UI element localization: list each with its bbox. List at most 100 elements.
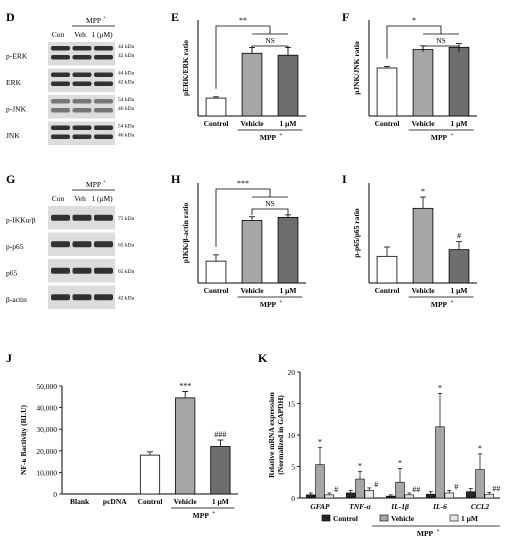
significance-label: NS: [265, 199, 275, 208]
blot-kda-label: 42 kDa: [118, 295, 135, 301]
bar: [241, 220, 263, 284]
y-tick-label: 0: [291, 494, 295, 503]
x-tick-label: 1 μM: [451, 286, 468, 295]
bar: [404, 494, 414, 499]
blot-band: [51, 125, 70, 130]
significance-mark: *: [421, 187, 425, 196]
blot-lane-label: Veh: [74, 30, 86, 39]
significance-bracket: [251, 208, 289, 215]
blot-band: [94, 81, 113, 86]
blot-band: [51, 72, 70, 77]
group-label-sup: +: [450, 299, 453, 305]
x-tick-label: Vehicle: [240, 119, 264, 128]
blot-band: [51, 267, 70, 274]
y-tick-label: 30,000: [36, 425, 57, 434]
bar: [306, 494, 316, 499]
chart-j: 0 10,000 20,000 30,000 40,000 50,000 NF-κ Bact…: [19, 381, 238, 520]
blot-band: [94, 134, 113, 139]
significance-mark: *: [438, 383, 442, 392]
x-tick-label: Vehicle: [411, 286, 435, 295]
blot-panel: [48, 121, 115, 145]
x-tick-label: Control: [204, 286, 229, 295]
blot-kda-label: 75 kDa: [118, 216, 135, 222]
blot-band: [51, 241, 70, 248]
blot-band: [72, 125, 92, 130]
x-tick-label: Control: [375, 286, 400, 295]
western-blot-g: MPP + Con Veh 1 (μM) p-IKKα/β 75 kDa p-p65 65 kD…: [6, 179, 135, 309]
y-axis-label: NF-κ Bactivity (RLU): [19, 405, 28, 475]
blot-lane-label: 1 (μM): [91, 30, 113, 39]
blot-kda-label: 44 kDa: [118, 44, 135, 50]
x-tick-label: 1 μM: [212, 497, 229, 506]
bar: [315, 464, 325, 499]
blot-panel: [48, 95, 115, 119]
bar: [324, 494, 334, 499]
panel-letter-j: J: [6, 351, 12, 365]
significance-mark: *: [398, 458, 402, 467]
blot-band: [72, 81, 92, 86]
blot-band: [72, 55, 92, 60]
blot-kda-label: 44 kDa: [118, 71, 135, 77]
blot-band: [51, 294, 70, 301]
significance-bracket: [215, 25, 271, 89]
x-tick-label: GFAP: [310, 502, 330, 511]
legend-swatch: [449, 514, 459, 522]
blot-header-label: MPP: [86, 180, 101, 189]
bar: [175, 397, 196, 495]
bar: [210, 446, 231, 495]
x-tick-label: 1 μM: [451, 119, 468, 128]
blot-row-label: β-actin: [6, 295, 27, 304]
y-axis-label-2: (Normalized in GAPDH): [276, 395, 285, 475]
y-tick-label: 10: [288, 431, 296, 440]
y-axis-label: pIKK/β-actin ratio: [181, 203, 190, 264]
bar: [412, 207, 434, 284]
blot-row-label: JNK: [6, 131, 20, 140]
bar: [412, 49, 434, 117]
blot-band: [72, 134, 92, 139]
blot-band: [94, 108, 113, 113]
bar: [376, 255, 398, 284]
x-tick-label: 1 μM: [280, 286, 297, 295]
blot-band: [51, 55, 70, 60]
significance-bracket: [422, 45, 460, 52]
x-tick-label: IL-1β: [390, 502, 409, 511]
panel-letter-h: H: [171, 172, 181, 186]
x-tick-label: Blank: [70, 497, 90, 506]
blot-panel: [48, 42, 115, 66]
significance-mark: #: [457, 232, 461, 241]
blot-band: [94, 294, 113, 301]
x-tick-label: Control: [204, 119, 229, 128]
blot-kda-label: 46 kDa: [118, 133, 135, 139]
bar: [346, 492, 356, 499]
significance-mark: ##: [412, 485, 420, 494]
x-tick-label: Vehicle: [240, 286, 264, 295]
group-label-sup: +: [450, 132, 453, 138]
blot-kda-label: 46 kDa: [118, 106, 135, 112]
significance-mark: ##: [492, 484, 500, 493]
bar: [448, 249, 470, 284]
blot-band: [51, 81, 70, 86]
bar: [444, 492, 454, 499]
y-tick-label: 15: [288, 400, 296, 409]
legend-swatch: [379, 514, 389, 522]
x-tick-label: 1 μM: [280, 119, 297, 128]
western-blot-d: MPP + Con Veh 1 (μM) p-ERK 44 kDa 42 kDa ERK 44 k…: [6, 15, 135, 145]
x-tick-label: CCL2: [471, 502, 490, 511]
blot-band: [51, 134, 70, 139]
significance-mark: ###: [214, 430, 226, 439]
bar: [139, 454, 161, 495]
panel-letter-d: D: [6, 10, 15, 24]
x-tick-label: pcDNA: [103, 497, 127, 506]
blot-band: [94, 55, 113, 60]
legend-label: 1 μM: [461, 514, 478, 523]
significance-label: ***: [237, 179, 249, 188]
significance-bracket: [251, 45, 289, 52]
group-label: MPP: [417, 529, 434, 538]
blot-row-label: p-JNK: [6, 104, 27, 113]
blot-band: [51, 108, 70, 113]
blot-band: [94, 267, 113, 274]
blot-header-label: MPP: [86, 16, 101, 25]
blot-band: [72, 46, 92, 51]
